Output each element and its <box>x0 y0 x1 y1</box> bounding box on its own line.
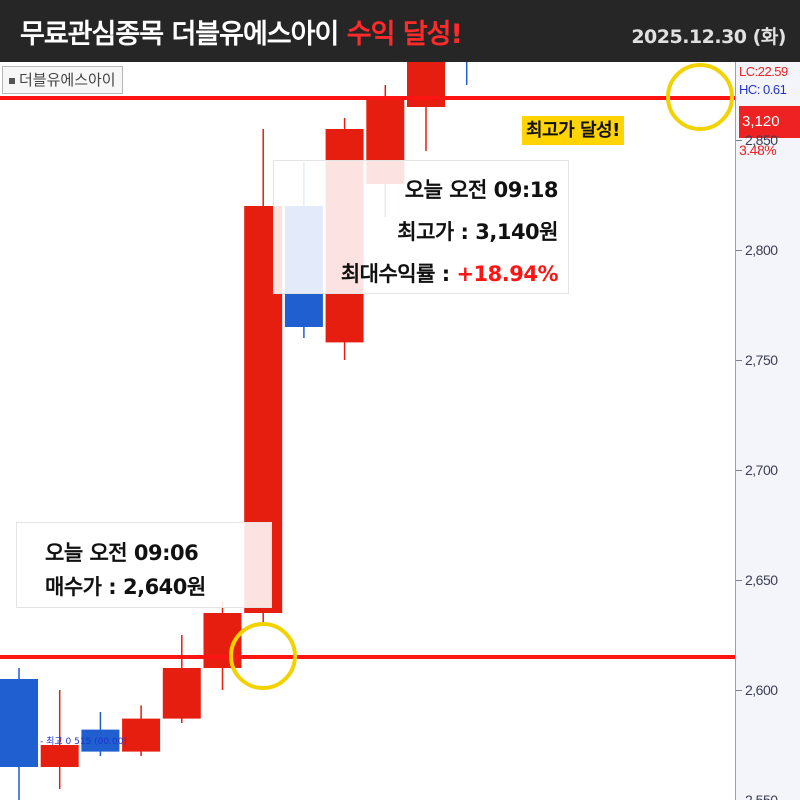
candle-body <box>407 62 445 107</box>
change-pct-label: 3.48% <box>739 142 777 158</box>
max-return: 최대수익률 : +18.94% <box>340 258 559 288</box>
tag-square-icon <box>9 77 15 84</box>
candle-12 <box>465 62 468 85</box>
candle-body <box>122 718 161 752</box>
high-price-line <box>0 96 735 100</box>
high-price: 최고가 : 3,140원 <box>397 220 558 244</box>
axis-tick-label: 2,850 <box>745 132 778 148</box>
buy-highlight-circle <box>229 622 297 690</box>
stock-tag[interactable]: 더블유에스아이 <box>2 66 123 94</box>
current-price-label: 3,120 <box>742 113 780 130</box>
candle-body <box>0 679 38 767</box>
header-date: 2025.12.30 (화) <box>631 26 786 48</box>
candle-11 <box>407 62 445 151</box>
candle-body <box>162 668 201 719</box>
candle-3 <box>81 712 120 756</box>
current-price-box: 3,120 <box>739 106 800 138</box>
high-info-box: 오늘 오전 09:18 최고가 : 3,140원 최대수익률 : +18.94% <box>273 160 569 294</box>
lc-readout: LC:22.59 <box>739 64 788 79</box>
stock-tag-label: 더블유에스아이 <box>19 71 116 89</box>
axis-tick-label: 2,650 <box>745 572 778 588</box>
axis-tick-label: 2,750 <box>745 352 778 368</box>
hc-readout: HC: 0.61 <box>739 82 787 97</box>
axis-tick-label: 2,550 <box>745 792 778 800</box>
candle-body <box>40 745 79 767</box>
axis-tick <box>736 470 742 471</box>
axis-tick-label: 2,600 <box>745 682 778 698</box>
max-return-value: +18.94% <box>456 262 558 286</box>
axis-tick-label: 2,800 <box>745 242 778 258</box>
candle-5 <box>162 635 201 723</box>
candle-1 <box>0 668 38 800</box>
candle-2 <box>40 690 79 789</box>
axis-tick <box>736 580 742 581</box>
price-axis: LC:22.59 HC: 0.61 3,120 3.48% 2,550 2,600… <box>735 62 800 800</box>
buy-time: 오늘 오전 09:06 <box>45 541 199 565</box>
axis-tick <box>736 140 742 141</box>
high-highlight-circle <box>666 63 734 131</box>
buy-info-box: 오늘 오전 09:06 매수가 : 2,640원 <box>16 522 272 608</box>
high-reached-badge: 최고가 달성! <box>522 116 624 145</box>
candle-body <box>81 729 120 752</box>
axis-tick-label: 2,700 <box>745 462 778 478</box>
high-time: 오늘 오전 09:18 <box>404 178 559 202</box>
axis-tick <box>736 250 742 251</box>
title-accent: 수익 달성! <box>346 19 463 50</box>
buy-price-line <box>0 655 735 659</box>
page-title: 무료관심종목 더블유에스아이 수익 달성! <box>20 12 463 51</box>
buy-price: 매수가 : 2,640원 <box>45 575 206 599</box>
candle-4 <box>122 705 161 756</box>
sub-indicator-legend: - 최고 0 515 (00.00) <box>40 737 127 747</box>
title-main: 무료관심종목 더블유에스아이 <box>20 19 339 50</box>
axis-tick <box>736 360 742 361</box>
header-bar: 무료관심종목 더블유에스아이 수익 달성! 2025.12.30 (화) <box>0 0 800 62</box>
axis-tick <box>736 690 742 691</box>
max-return-label: 최대수익률 : <box>340 262 457 286</box>
